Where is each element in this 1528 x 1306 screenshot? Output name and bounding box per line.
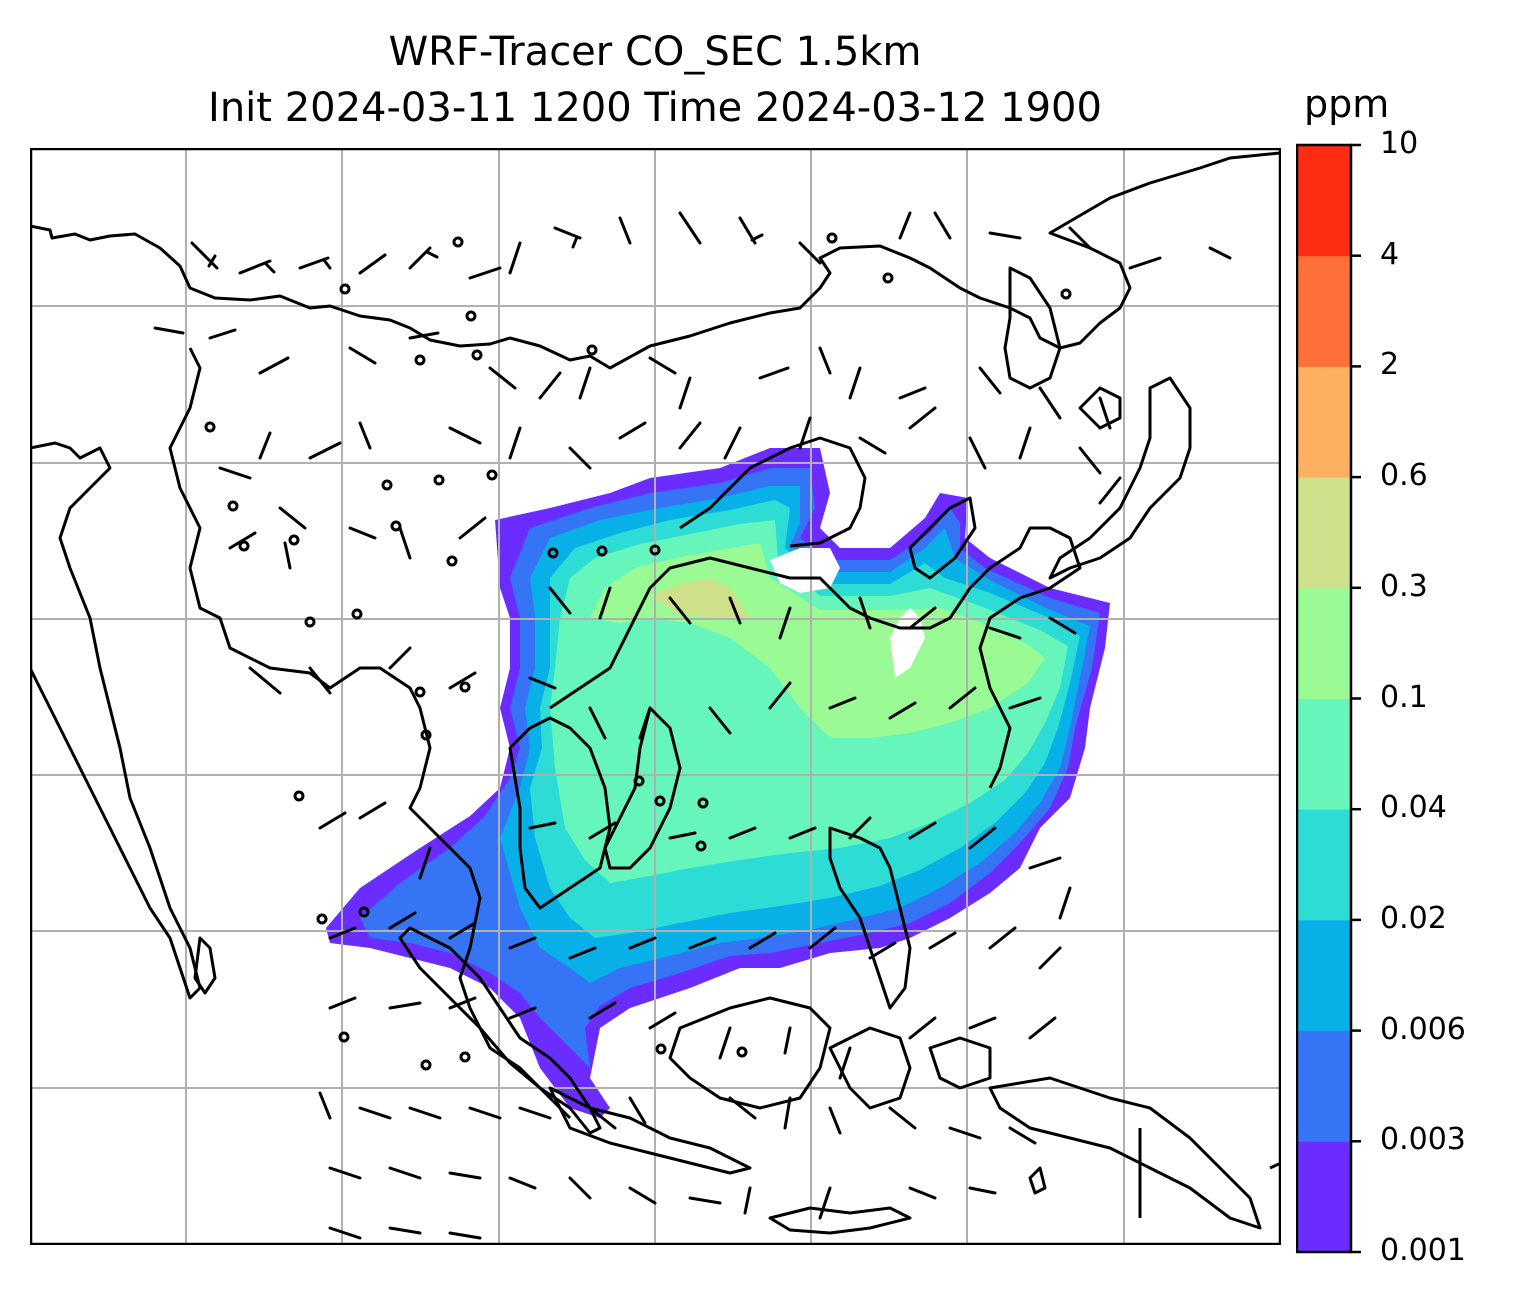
colorbar-segment bbox=[1296, 698, 1352, 810]
plume-gulf-hole bbox=[890, 608, 925, 678]
colorbar-tick-label: 10 bbox=[1380, 126, 1419, 161]
colorbar bbox=[1296, 143, 1361, 1254]
gridlines bbox=[30, 148, 1281, 1245]
colorbar-tick-label: 4 bbox=[1380, 236, 1400, 272]
map-title-line2: Init 2024-03-11 1200 Time 2024-03-12 190… bbox=[208, 85, 1102, 131]
coastlines bbox=[30, 151, 1281, 1235]
colorbar-tick-label: 0.04 bbox=[1380, 790, 1447, 826]
map-title-line1: WRF-Tracer CO_SEC 1.5km bbox=[388, 29, 922, 75]
map-panel bbox=[30, 148, 1281, 1245]
colorbar-segment bbox=[1296, 587, 1352, 699]
colorbar-unit: ppm bbox=[1304, 82, 1390, 126]
colorbar-segment bbox=[1296, 366, 1352, 478]
colorbar-tick-label: 0.3 bbox=[1380, 568, 1428, 604]
colorbar-tick-label: 0.006 bbox=[1380, 1011, 1466, 1047]
colorbar-tick-label: 2 bbox=[1380, 347, 1400, 383]
wind-barbs bbox=[153, 211, 1232, 1240]
colorbar-segment bbox=[1296, 255, 1352, 367]
colorbar-segment bbox=[1296, 809, 1352, 921]
calm-wind-circles bbox=[204, 232, 1072, 1071]
colorbar-tick-label: 0.02 bbox=[1380, 900, 1447, 936]
colorbar-segment bbox=[1296, 1030, 1352, 1142]
colorbar-segment bbox=[1296, 477, 1352, 589]
colorbar-tick-label: 0.6 bbox=[1380, 458, 1428, 494]
colorbar-tick-label: 0.001 bbox=[1380, 1233, 1466, 1268]
colorbar-tick-label: 0.1 bbox=[1380, 679, 1428, 715]
colorbar-segment bbox=[1296, 1141, 1352, 1253]
plume-level-7 bbox=[650, 578, 750, 618]
colorbar-segment bbox=[1296, 145, 1352, 257]
colorbar-tick-label: 0.003 bbox=[1380, 1122, 1466, 1158]
map-frame bbox=[30, 148, 1281, 1245]
colorbar-segment bbox=[1296, 919, 1352, 1032]
